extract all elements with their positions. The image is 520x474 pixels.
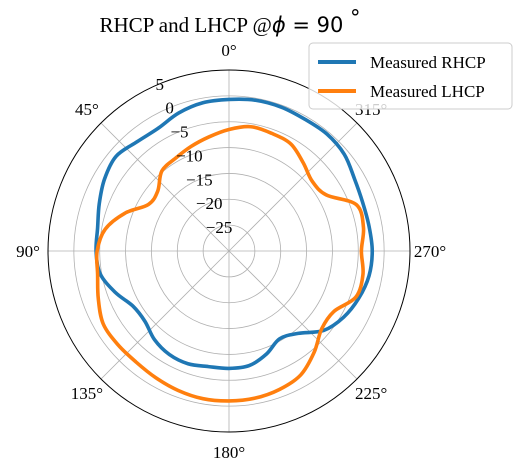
angle-tick-label: 270° [414, 242, 446, 261]
radial-tick-label: −15 [186, 170, 213, 189]
angle-tick-label: 0° [221, 41, 236, 60]
polar-grid [48, 70, 410, 432]
series-layer [94, 97, 375, 403]
angle-gridline-45 [100, 122, 230, 252]
chart-title-prefix: RHCP and LHCP @ [99, 13, 271, 37]
radial-tick-label: 0 [165, 99, 174, 118]
radial-gridline [125, 147, 333, 355]
legend-label-rhcp: Measured RHCP [370, 53, 486, 72]
angle-tick-label: 180° [213, 443, 245, 462]
legend-box [308, 42, 513, 110]
legend-label-lhcp: Measured LHCP [370, 82, 485, 101]
radial-gridline [73, 95, 385, 407]
angle-gridline-135 [100, 250, 230, 380]
radial-tick-label: −20 [196, 194, 223, 213]
radial-tick-label: −5 [170, 123, 188, 142]
angle-gridline-225 [228, 250, 358, 380]
radial-tick-label: −25 [206, 218, 233, 237]
angle-tick-label: 135° [71, 384, 103, 403]
angle-tick-label: 90° [16, 242, 40, 261]
radial-gridline [202, 224, 256, 278]
angle-gridline-315 [228, 122, 358, 252]
radial-gridline [151, 173, 307, 329]
polar-frame [47, 69, 411, 433]
radial-tick-label: −10 [176, 146, 203, 165]
series-line-rhcp [94, 97, 375, 371]
chart-title-symbol: ϕ [272, 13, 286, 37]
chart-title: RHCP and LHCP @ϕ = 90 ° [99, 6, 360, 37]
series-line-lhcp [94, 124, 366, 403]
radial-gridline [99, 121, 359, 381]
radial-tick-label: 5 [155, 75, 164, 94]
tick-labels: 0°45°90°135°180°225°270°315°−25−20−15−10… [16, 41, 446, 462]
radial-gridline [176, 198, 282, 304]
chart-title-value: = 90 [286, 13, 350, 37]
angle-tick-label: 225° [355, 384, 387, 403]
chart-title-degree: ° [350, 6, 361, 30]
angle-tick-label: 45° [75, 100, 99, 119]
legend: Measured RHCP Measured LHCP [308, 42, 513, 110]
polar-outer-circle [47, 69, 411, 433]
